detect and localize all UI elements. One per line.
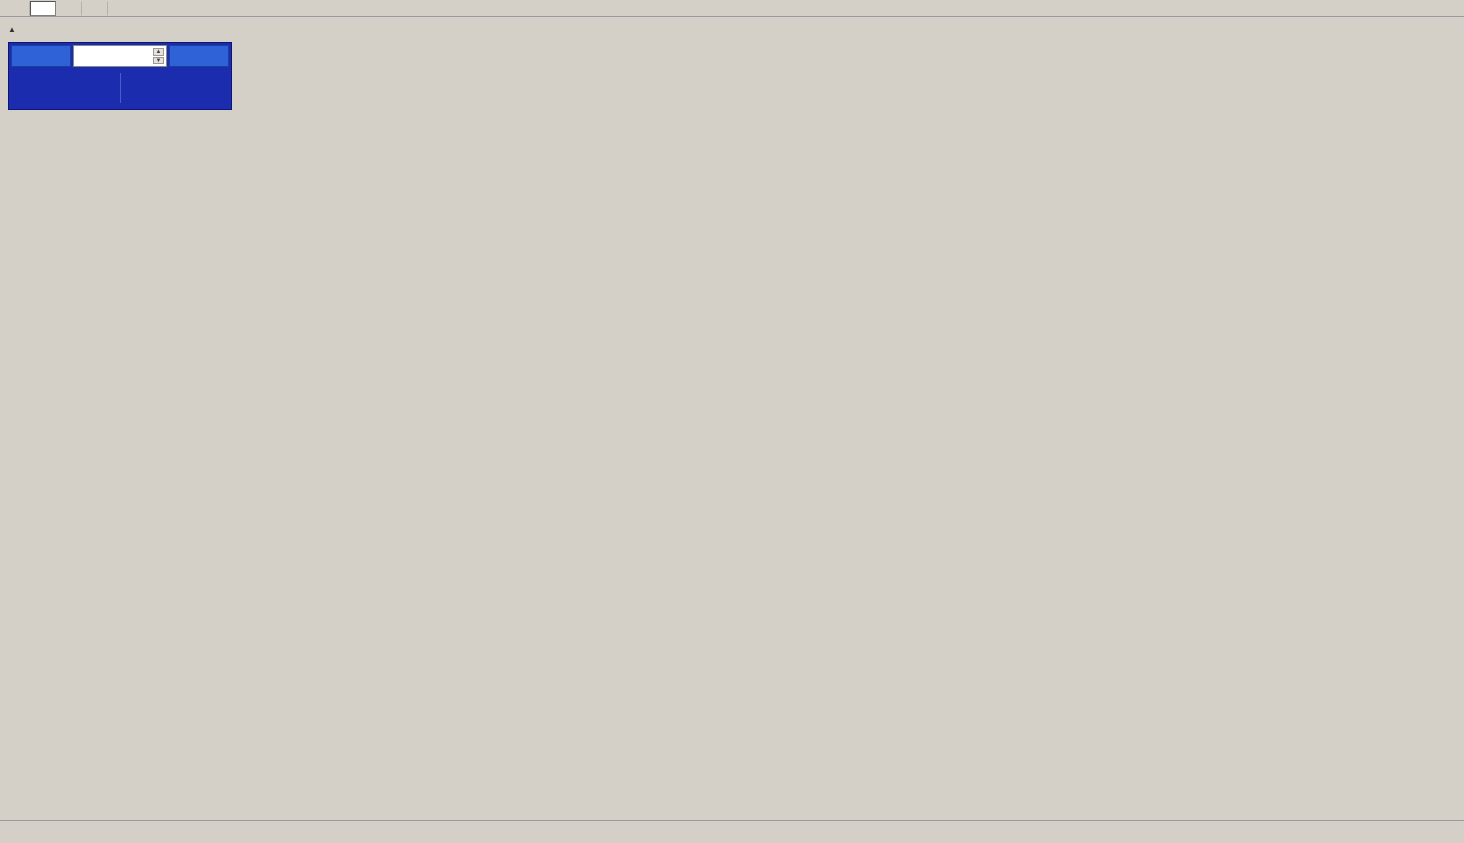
buy-button[interactable]	[169, 45, 229, 67]
macd-label	[6, 569, 19, 581]
chart-canvas[interactable]	[0, 18, 1464, 818]
rsi-label	[6, 676, 13, 688]
volume-down-button[interactable]: ▼	[153, 56, 164, 64]
chart-title: ▲	[8, 23, 26, 35]
timeframe-d1-button[interactable]	[30, 0, 56, 16]
volume-spinner: ▲ ▼	[153, 48, 164, 64]
price-divider	[119, 73, 121, 103]
timeframe-mn-button[interactable]	[82, 0, 108, 16]
ohlc-marker-icon: ▲	[8, 25, 16, 34]
chart-tab-bar	[0, 820, 1464, 843]
volume-input[interactable]: ▲ ▼	[73, 45, 167, 67]
timeframe-w1-button[interactable]	[56, 0, 82, 16]
timeframe-h4-button[interactable]	[4, 0, 30, 16]
sell-button[interactable]	[11, 45, 71, 67]
timeframe-toolbar	[0, 0, 1464, 17]
volume-up-button[interactable]: ▲	[153, 48, 164, 56]
one-click-trading-panel: ▲ ▼	[8, 42, 232, 110]
